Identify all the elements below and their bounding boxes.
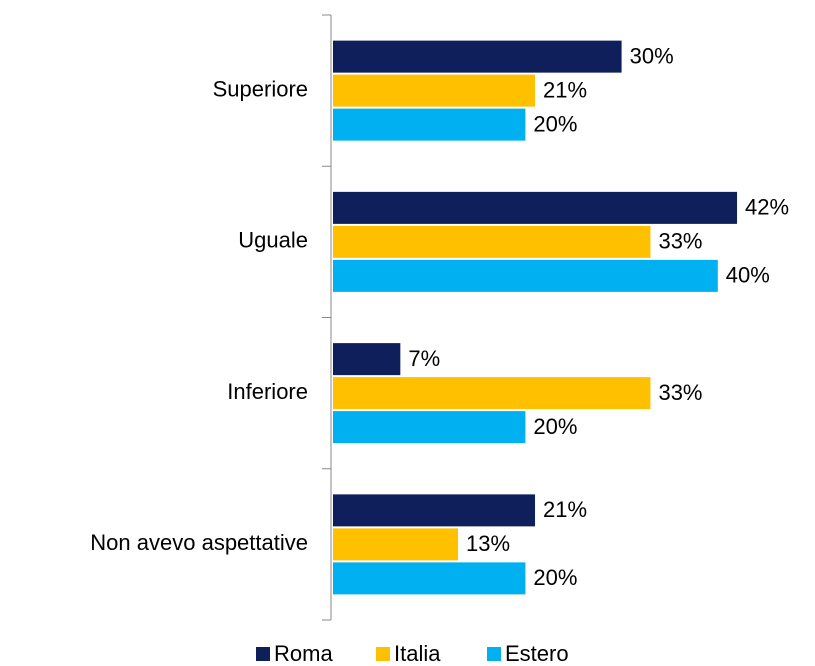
legend-label: Italia xyxy=(394,641,441,666)
legend-swatch xyxy=(256,647,270,661)
bar xyxy=(333,528,459,561)
bar xyxy=(333,377,651,410)
value-label: 33% xyxy=(658,380,702,405)
bar xyxy=(333,108,526,141)
bar xyxy=(333,40,622,73)
legend-swatch xyxy=(487,647,501,661)
value-label: 40% xyxy=(726,263,770,288)
category-label: Uguale xyxy=(238,228,308,253)
value-label: 33% xyxy=(658,229,702,254)
value-label: 21% xyxy=(543,497,587,522)
value-label: 13% xyxy=(466,531,510,556)
value-label: 42% xyxy=(745,195,789,220)
legend-label: Estero xyxy=(505,641,569,666)
value-label: 20% xyxy=(533,111,577,136)
bar xyxy=(333,74,536,107)
category-label: Inferiore xyxy=(227,379,308,404)
legend-label: Roma xyxy=(274,641,333,666)
legend-swatch xyxy=(376,647,390,661)
value-label: 20% xyxy=(533,414,577,439)
bar xyxy=(333,225,651,258)
bar xyxy=(333,411,526,444)
bar xyxy=(333,259,718,292)
bar xyxy=(333,494,536,527)
category-label: Non avevo aspettative xyxy=(90,530,308,555)
value-label: 7% xyxy=(408,346,440,371)
bar xyxy=(333,191,738,224)
bar xyxy=(333,562,526,595)
value-label: 20% xyxy=(533,565,577,590)
category-label: Superiore xyxy=(213,76,308,101)
bar xyxy=(333,343,401,376)
value-label: 21% xyxy=(543,77,587,102)
value-label: 30% xyxy=(630,43,674,68)
